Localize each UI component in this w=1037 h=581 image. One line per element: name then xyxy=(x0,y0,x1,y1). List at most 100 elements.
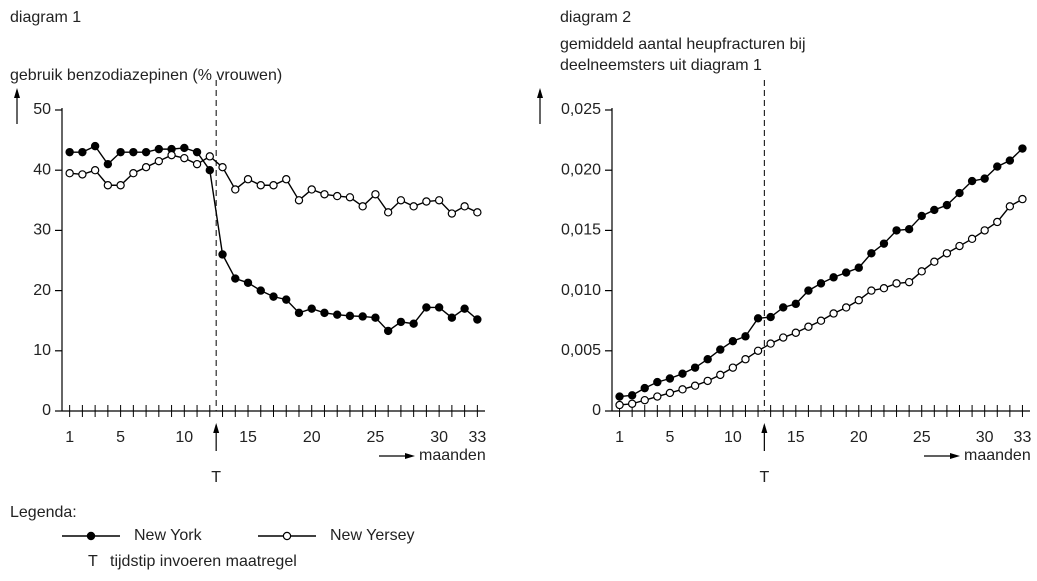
y-tick-label: 0 xyxy=(592,402,601,419)
data-point xyxy=(791,299,801,309)
x-tick-label: 5 xyxy=(665,429,674,446)
data-point xyxy=(371,190,380,199)
data-point xyxy=(829,273,838,282)
data-point xyxy=(678,385,687,394)
data-point xyxy=(665,388,675,398)
data-point xyxy=(741,332,750,341)
y-axis-label: deelneemsters uit diagram 1 xyxy=(560,57,762,74)
data-point xyxy=(892,226,901,235)
data-point xyxy=(993,162,1002,171)
data-point xyxy=(980,226,989,235)
data-point xyxy=(141,162,151,172)
data-point xyxy=(141,147,151,157)
chart-title: diagram 1 xyxy=(10,9,81,26)
x-tick-label: 10 xyxy=(175,429,193,446)
data-point xyxy=(460,202,469,211)
data-point xyxy=(231,274,240,283)
data-point xyxy=(447,313,457,322)
data-point xyxy=(690,381,700,390)
data-point xyxy=(753,314,763,323)
data-point xyxy=(779,303,788,312)
event-label: T xyxy=(211,469,221,486)
data-point xyxy=(320,190,329,199)
data-point xyxy=(409,202,418,211)
legend-label: New Yersey xyxy=(330,527,415,544)
data-point xyxy=(409,319,418,328)
y-tick-label: 40 xyxy=(33,161,51,178)
x-tick-label: 33 xyxy=(468,429,486,446)
data-point xyxy=(192,159,202,169)
x-tick-label: 15 xyxy=(787,429,805,446)
data-point xyxy=(256,181,265,190)
data-point xyxy=(766,312,775,322)
data-point xyxy=(345,193,355,202)
x-arrow-head xyxy=(405,453,415,459)
data-point xyxy=(967,176,977,186)
data-point xyxy=(282,175,291,184)
data-point xyxy=(307,304,316,313)
data-point xyxy=(867,286,876,295)
data-point xyxy=(422,197,431,206)
data-point xyxy=(980,174,989,183)
y-tick-label: 10 xyxy=(33,342,51,359)
y-tick-label: 0,015 xyxy=(561,222,601,239)
y-axis-label: gebruik benzodiazepinen (% vrouwen) xyxy=(10,67,282,84)
data-point xyxy=(1018,194,1027,204)
y-tick-label: 0,010 xyxy=(561,282,601,299)
x-tick-label: 5 xyxy=(116,429,125,446)
data-point xyxy=(307,185,316,194)
data-point xyxy=(854,296,863,305)
data-point xyxy=(65,147,74,157)
y-tick-label: 50 xyxy=(33,101,51,118)
legend-title: Legenda: xyxy=(10,504,77,521)
legend-note-key: T xyxy=(88,553,98,570)
data-point xyxy=(753,346,763,355)
data-point xyxy=(791,328,801,337)
chart-title: diagram 2 xyxy=(560,9,631,26)
data-point xyxy=(180,153,189,163)
data-point xyxy=(333,310,342,319)
y-axis-label: gemiddeld aantal heupfracturen bij xyxy=(560,36,806,53)
data-point xyxy=(243,278,253,287)
data-point xyxy=(678,369,687,378)
data-point xyxy=(243,175,253,184)
data-point xyxy=(218,250,227,259)
x-tick-label: 15 xyxy=(239,429,257,446)
data-point xyxy=(917,267,926,276)
data-point xyxy=(867,249,876,258)
data-point xyxy=(640,383,649,393)
data-point xyxy=(154,144,164,154)
data-point xyxy=(993,217,1002,227)
data-point xyxy=(879,239,889,248)
event-label: T xyxy=(759,469,769,486)
data-point xyxy=(917,211,926,221)
data-point xyxy=(653,392,662,401)
data-point xyxy=(103,159,113,169)
data-point xyxy=(269,292,278,301)
data-point xyxy=(90,165,100,175)
data-point xyxy=(116,181,125,190)
data-point xyxy=(434,303,444,312)
data-point xyxy=(90,141,100,151)
event-arrow-head xyxy=(213,423,220,433)
data-point xyxy=(816,279,826,288)
data-point xyxy=(294,308,304,318)
data-point xyxy=(640,395,649,405)
y-tick-label: 30 xyxy=(33,222,51,239)
data-point xyxy=(955,241,964,251)
data-point xyxy=(766,339,775,348)
data-point xyxy=(167,150,176,160)
data-point xyxy=(205,165,214,175)
data-point xyxy=(728,363,738,372)
data-point xyxy=(282,295,291,304)
data-point xyxy=(904,277,914,287)
data-point xyxy=(473,208,482,217)
legend-note: tijdstip invoeren maatregel xyxy=(110,553,297,570)
x-tick-label: 30 xyxy=(976,429,994,446)
x-arrow-head xyxy=(950,453,960,459)
data-point xyxy=(180,143,189,153)
data-point xyxy=(967,234,977,244)
data-point xyxy=(741,355,750,364)
data-point xyxy=(955,188,964,198)
